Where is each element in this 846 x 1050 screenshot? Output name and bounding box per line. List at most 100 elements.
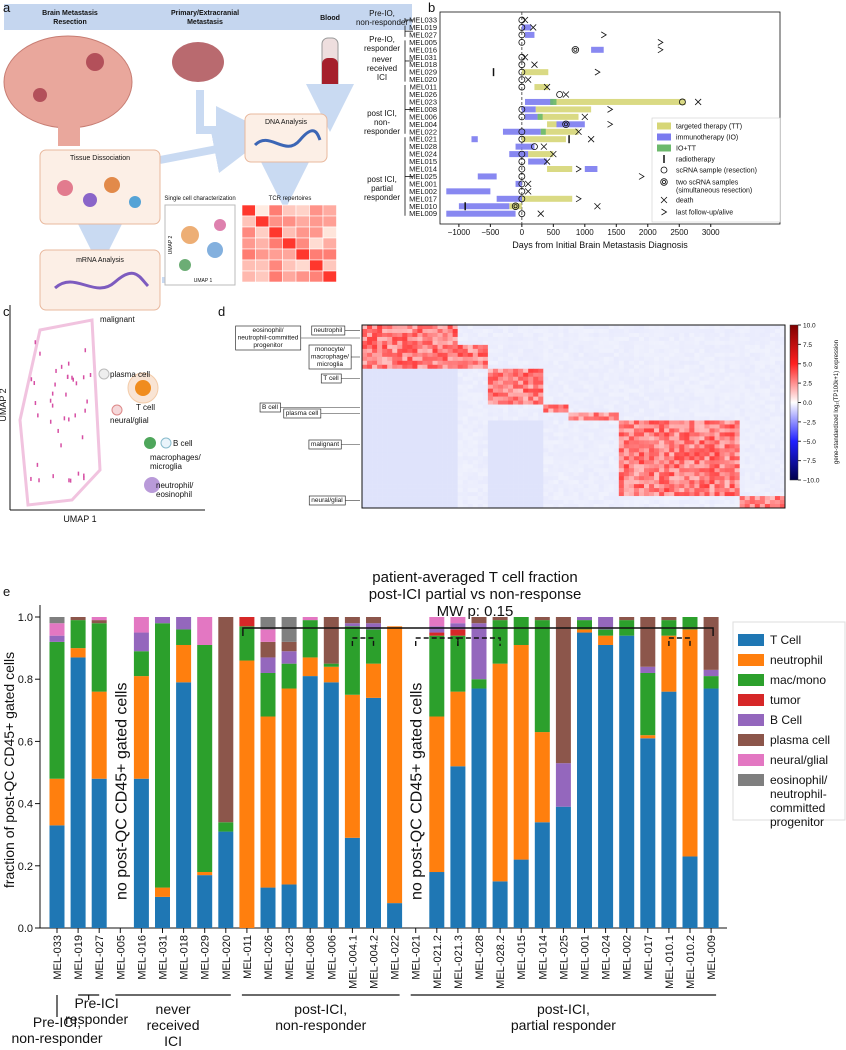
heatmap-cell bbox=[452, 348, 458, 354]
heatmap-cell bbox=[588, 416, 594, 421]
heatmap-cell bbox=[382, 325, 388, 330]
heatmap-cell bbox=[387, 336, 393, 342]
heatmap-cell bbox=[533, 496, 539, 501]
heatmap-cell bbox=[508, 360, 514, 366]
heatmap-cell bbox=[724, 424, 730, 429]
heatmap-cell bbox=[377, 448, 383, 453]
heatmap-cell bbox=[598, 424, 605, 429]
scrna-mark bbox=[518, 150, 526, 158]
heatmap-cell bbox=[417, 436, 423, 441]
heatmap-cell bbox=[719, 392, 725, 397]
heatmap-cell bbox=[392, 500, 398, 505]
heatmap-cell bbox=[734, 476, 740, 481]
heatmap-cell bbox=[603, 325, 610, 330]
heatmap-cell bbox=[709, 476, 715, 481]
heatmap-cell bbox=[462, 404, 469, 409]
heatmap-cell bbox=[588, 444, 594, 449]
heatmap-cell bbox=[422, 488, 428, 493]
heatmap-cell bbox=[553, 325, 559, 330]
heatmap-cell bbox=[719, 340, 725, 346]
heatmap-cell bbox=[528, 480, 534, 485]
heatmap-cell bbox=[583, 328, 589, 334]
heatmap-cell bbox=[598, 388, 605, 393]
heatmap-cell bbox=[417, 400, 423, 405]
heatmap-cell bbox=[538, 488, 544, 493]
heatmap-cell bbox=[412, 336, 418, 342]
death-mark bbox=[529, 24, 537, 31]
heatmap-cell bbox=[412, 420, 418, 425]
heatmap-cell bbox=[558, 344, 564, 350]
heatmap-cell bbox=[447, 416, 453, 421]
legend-label: tumor bbox=[770, 693, 801, 707]
heatmap-cell bbox=[739, 456, 746, 461]
heatmap-cell bbox=[412, 488, 418, 493]
heatmap-cell bbox=[437, 436, 443, 441]
legend-swatch bbox=[738, 734, 764, 746]
heatmap-cell bbox=[407, 452, 413, 457]
heatmap-cell bbox=[669, 420, 675, 425]
heatmap-cell bbox=[628, 468, 635, 473]
heatmap-cell bbox=[437, 440, 443, 445]
heatmap-cell bbox=[497, 460, 504, 465]
heatmap-cell bbox=[508, 428, 514, 433]
heatmap-cell bbox=[417, 376, 423, 381]
heatmap-cell bbox=[538, 336, 544, 342]
heatmap-cell bbox=[503, 500, 509, 505]
heatmap-cell bbox=[487, 424, 494, 429]
heatmap-cell bbox=[724, 368, 730, 374]
heatmap-cell bbox=[558, 456, 564, 461]
heatmap-cell bbox=[684, 444, 690, 449]
heatmap-cell bbox=[568, 325, 574, 330]
heatmap-cell bbox=[709, 448, 715, 453]
heatmap-cell bbox=[497, 492, 504, 497]
heatmap-cell bbox=[397, 396, 403, 401]
heatmap-cell bbox=[573, 444, 579, 449]
heatmap-cell bbox=[674, 364, 680, 370]
bar-segment bbox=[577, 629, 592, 633]
heatmap-cell bbox=[739, 448, 746, 453]
heatmap-cell bbox=[543, 325, 549, 330]
heatmap-cell bbox=[427, 404, 433, 409]
bar-segment bbox=[429, 617, 445, 627]
heatmap-cell bbox=[764, 440, 771, 445]
tcr-cell bbox=[295, 259, 310, 272]
heatmap-cell bbox=[417, 420, 423, 425]
heatmap-cell bbox=[598, 492, 605, 497]
heatmap-cell bbox=[533, 448, 539, 453]
heatmap-cell bbox=[649, 456, 655, 461]
heatmap-cell bbox=[392, 464, 398, 469]
heatmap-cell bbox=[709, 488, 715, 493]
heatmap-cell bbox=[689, 500, 695, 505]
heatmap-cell bbox=[472, 432, 479, 437]
bar-segment bbox=[598, 644, 614, 928]
heatmap-cell bbox=[769, 452, 776, 457]
heatmap-cell bbox=[563, 380, 569, 385]
heatmap-cell bbox=[694, 364, 700, 370]
ring bbox=[563, 122, 568, 127]
heatmap-cell bbox=[482, 440, 489, 445]
heatmap-cell bbox=[432, 368, 438, 374]
heatmap-cell bbox=[382, 400, 388, 405]
bar-segment bbox=[91, 620, 107, 624]
heatmap-cell bbox=[447, 400, 453, 405]
heatmap-cell bbox=[472, 400, 479, 405]
heatmap-cell bbox=[628, 396, 635, 401]
heatmap-cell bbox=[689, 504, 695, 509]
heatmap-cell bbox=[704, 404, 710, 409]
heatmap-cell bbox=[623, 444, 630, 449]
treatment-bar bbox=[471, 136, 478, 143]
row-label: plasma cell bbox=[286, 410, 319, 417]
heatmap-cell bbox=[608, 376, 615, 381]
heatmap-cell bbox=[377, 376, 383, 381]
heatmap-cell bbox=[583, 416, 589, 421]
heatmap-cell bbox=[422, 420, 428, 425]
heatmap-cell bbox=[603, 416, 610, 421]
heatmap-cell bbox=[442, 325, 448, 330]
heatmap-cell bbox=[508, 424, 514, 429]
heatmap-cell bbox=[472, 480, 479, 485]
heatmap-cell bbox=[659, 348, 665, 354]
heatmap-cell bbox=[664, 416, 670, 421]
heatmap-cell bbox=[633, 336, 640, 342]
heatmap-cell bbox=[729, 420, 735, 425]
heatmap-cell bbox=[487, 436, 494, 441]
